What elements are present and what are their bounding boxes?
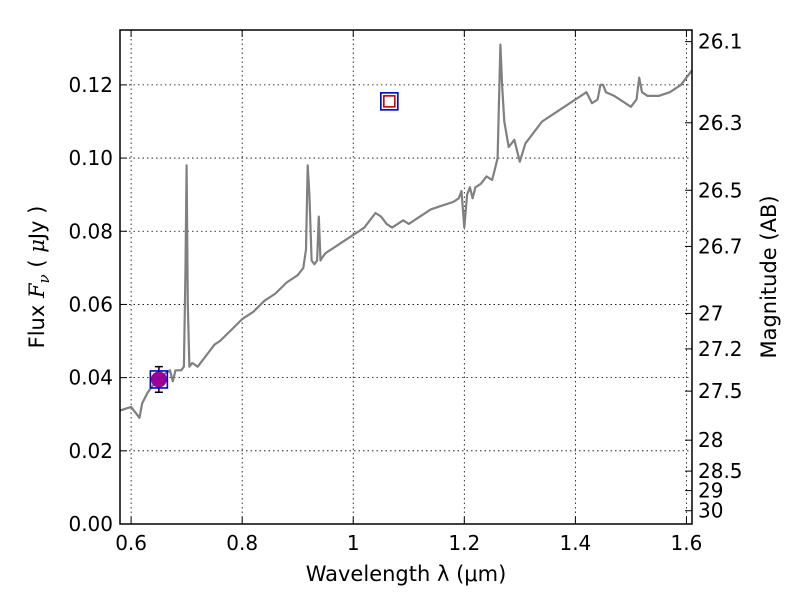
y2-tick-label: 26.3 [698,111,743,135]
y-tick-label: 0.04 [68,366,113,390]
y2-axis-label: Magnitude (AB) [757,195,781,358]
y-tick-label: 0.08 [68,219,113,243]
y-axis-label-flux: Flux [25,298,49,348]
observed-flux-point [150,371,167,388]
x-tick-label: 1.4 [559,531,591,555]
y-axis-label-paren: ( [25,253,49,275]
y2-tick-label: 26.5 [698,178,743,202]
y-tick-label: 0.10 [68,146,113,170]
y2-tick-label: 28.5 [698,459,743,483]
synthetic-flux-square [149,370,169,389]
y2-tick-label: 30 [698,499,723,523]
x-tick-label: 1.2 [448,531,480,555]
model-flux-square [383,95,396,108]
y2-tick-label: 26.1 [698,30,743,54]
plot-frame [119,29,693,525]
y2-tick-label: 26.7 [698,234,743,258]
x-tick-label: 1.6 [671,531,703,555]
y-axis-label: Flux Fν ( μJy ) [25,206,53,349]
y2-tick-label: 27.2 [698,337,743,361]
photometry-points [149,92,399,394]
y-tick-label: 0.06 [68,292,113,316]
y2-tick-label: 27 [698,301,723,325]
y-tick-label: 0.12 [68,73,113,97]
synthetic-flux-square [380,92,399,111]
y-axis-label-unit: Jy ) [25,206,49,242]
y2-tick-label: 28 [698,428,723,452]
x-tick-label: 0.6 [115,531,147,555]
spectrum-line [119,43,693,419]
y2-tick-label: 27.5 [698,379,743,403]
x-tick-label: 0.8 [226,531,258,555]
y-axis-label-f: F [25,282,49,299]
ticks: 0.6 0.8 1 1.2 1.4 1.6 0.00 0.02 0.04 0.06 0.08 0.10… [68,30,742,555]
y-axis-label-nu: ν [35,274,53,283]
data-series [119,43,693,419]
y-axis-label-mu: μ [25,239,49,253]
x-axis-label: Wavelength λ (μm) [306,562,507,586]
x-tick-label: 1 [347,531,360,555]
y-tick-label: 0.00 [68,512,113,536]
y-tick-label: 0.02 [68,439,113,463]
y2-tick-label: 29 [698,479,723,503]
